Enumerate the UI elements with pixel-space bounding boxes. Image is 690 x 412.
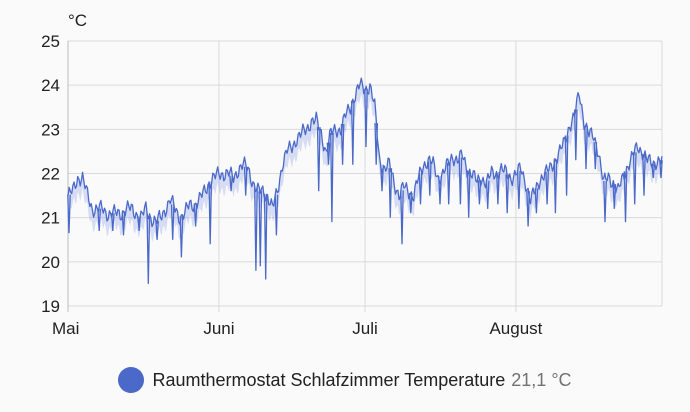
series-dip [427,161,432,196]
series-dip [477,180,482,205]
series-dip [137,215,141,231]
series-dip [350,100,355,165]
series-dip [593,142,598,170]
series-dip [364,88,368,148]
series-dip [545,171,549,205]
series-dip [418,172,423,205]
series-dip [274,194,279,236]
x-axis-ticks: Mai Juni Juli August [52,319,543,338]
series-dip [326,142,331,165]
series-dip [208,181,213,245]
series-dip [388,168,393,218]
series-dip [254,187,258,271]
series-dip [67,194,71,234]
series-dip [564,135,569,196]
series-dip [408,192,413,214]
series-dip [438,176,442,205]
series-dip [229,175,233,192]
legend-series-name: Raumthermostat Schlafzimmer Temperature [152,369,506,390]
series-dip [170,204,175,240]
series-dip [193,203,198,227]
x-tick-label: Juni [203,319,234,338]
series-dip [584,125,588,170]
series-dip [534,188,539,214]
grid [67,40,663,312]
series-dip [316,127,321,192]
series-dip [400,190,404,245]
series-dip [179,216,184,258]
legend[interactable]: Raumthermostat Schlafzimmer Temperature … [0,363,690,397]
y-tick-label: 20 [41,253,60,272]
series-dip [458,157,463,205]
series-dip [258,191,263,267]
series-dip [146,213,151,284]
y-tick-label: 24 [41,76,60,95]
series-dip [243,166,248,196]
series-dip [121,211,126,236]
series-dip [485,180,490,209]
series-dips-raumthermostat [67,88,663,284]
series-dip [573,109,578,161]
series-dip [553,159,558,214]
series-dip [651,163,656,178]
series-dip [374,123,379,165]
series-dip [340,123,345,165]
x-tick-label: Juli [352,319,378,338]
series-dip [466,170,471,218]
y-tick-label: 25 [41,32,60,51]
series-dip [623,171,628,223]
series-dip [263,193,268,280]
series-dip [110,213,115,231]
series-dip [659,160,663,178]
series-dip [380,164,384,192]
series-dip [496,172,500,205]
y-tick-label: 23 [41,120,60,139]
y-axis-ticks: 19 20 21 22 23 24 25 [41,32,60,316]
series-dip [632,152,637,205]
series-dip [603,180,607,223]
y-tick-label: 21 [41,209,60,228]
x-tick-label: August [489,319,542,338]
series-dip [526,191,530,227]
series-dip [97,208,102,231]
legend-current-value: 21,1 °C [511,369,572,390]
y-tick-label: 19 [41,297,60,316]
series-dip [612,184,617,209]
y-tick-label: 22 [41,165,60,184]
x-tick-label: Mai [52,319,79,338]
series-dip [516,170,521,209]
y-axis-unit-label: °C [68,11,87,30]
series-dip [155,220,159,240]
series-dip [505,174,510,214]
legend-swatch [118,367,145,393]
temperature-chart: °C 19 20 21 22 23 24 25 Mai Juni Juli August [41,11,663,338]
series-dip [330,132,334,223]
series-dip [446,162,451,205]
series-dip [642,154,646,196]
